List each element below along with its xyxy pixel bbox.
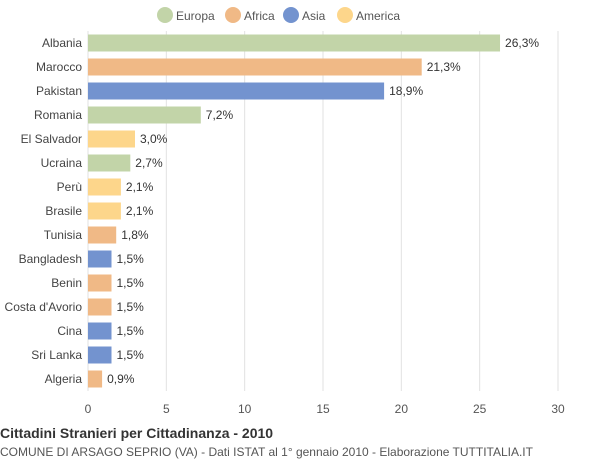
bar-chart: Europa Africa Asia America Albania 26,3% Maro… — [5, 7, 565, 416]
category-label: Sri Lanka — [31, 348, 82, 362]
category-label: Bangladesh — [19, 252, 82, 266]
bar — [88, 346, 112, 364]
legend-label: America — [356, 9, 400, 23]
legend-swatch — [283, 7, 299, 23]
value-label: 1,5% — [117, 300, 145, 314]
bar — [88, 82, 385, 100]
category-label: Marocco — [36, 60, 82, 74]
value-label: 2,1% — [126, 180, 154, 194]
category-label: Pakistan — [36, 84, 82, 98]
bar — [88, 106, 201, 124]
value-label: 3,0% — [140, 132, 168, 146]
legend-label: Asia — [302, 9, 326, 23]
bar — [88, 274, 112, 292]
category-label: Brasile — [45, 204, 82, 218]
value-label: 1,5% — [117, 252, 145, 266]
value-label: 0,9% — [107, 372, 135, 386]
bar — [88, 178, 121, 196]
value-label: 2,7% — [135, 156, 163, 170]
category-label: Benin — [51, 276, 82, 290]
x-tick-label: 10 — [238, 402, 252, 416]
bar — [88, 202, 121, 220]
legend-swatch — [225, 7, 241, 23]
bar — [88, 226, 117, 244]
chart-subtitle: COMUNE DI ARSAGO SEPRIO (VA) - Dati ISTA… — [0, 445, 533, 459]
category-label: Cina — [57, 324, 82, 338]
value-label: 1,5% — [117, 324, 145, 338]
value-label: 18,9% — [389, 84, 423, 98]
bar — [88, 130, 135, 148]
category-label: Costa d'Avorio — [5, 300, 83, 314]
value-label: 1,5% — [117, 276, 145, 290]
bar — [88, 370, 103, 388]
x-tick-label: 15 — [316, 402, 330, 416]
value-label: 1,8% — [121, 228, 149, 242]
category-label: El Salvador — [21, 132, 82, 146]
bar — [88, 58, 422, 76]
bar — [88, 154, 131, 172]
value-label: 1,5% — [117, 348, 145, 362]
legend-label: Europa — [176, 9, 215, 23]
category-label: Albania — [42, 36, 82, 50]
category-label: Ucraina — [41, 156, 83, 170]
bar — [88, 298, 112, 316]
bar — [88, 34, 501, 52]
value-label: 2,1% — [126, 204, 154, 218]
value-label: 21,3% — [427, 60, 461, 74]
category-label: Algeria — [45, 372, 83, 386]
x-tick-label: 5 — [163, 402, 170, 416]
category-label: Perù — [57, 180, 82, 194]
legend-swatch — [337, 7, 353, 23]
x-tick-label: 30 — [551, 402, 565, 416]
bars: Albania 26,3% Marocco 21,3% Pakistan 18,9% Rom… — [5, 34, 539, 388]
value-label: 26,3% — [505, 36, 539, 50]
bar — [88, 322, 112, 340]
category-label: Romania — [34, 108, 82, 122]
x-tick-label: 20 — [395, 402, 409, 416]
x-tick-label: 0 — [85, 402, 92, 416]
legend: Europa Africa Asia America — [157, 7, 400, 23]
bar — [88, 250, 112, 268]
category-label: Tunisia — [44, 228, 83, 242]
value-label: 7,2% — [206, 108, 234, 122]
x-axis: 0 5 10 15 20 25 30 — [85, 402, 565, 416]
chart-title: Cittadini Stranieri per Cittadinanza - 2… — [0, 425, 274, 441]
legend-swatch — [157, 7, 173, 23]
x-tick-label: 25 — [473, 402, 487, 416]
legend-label: Africa — [244, 9, 275, 23]
